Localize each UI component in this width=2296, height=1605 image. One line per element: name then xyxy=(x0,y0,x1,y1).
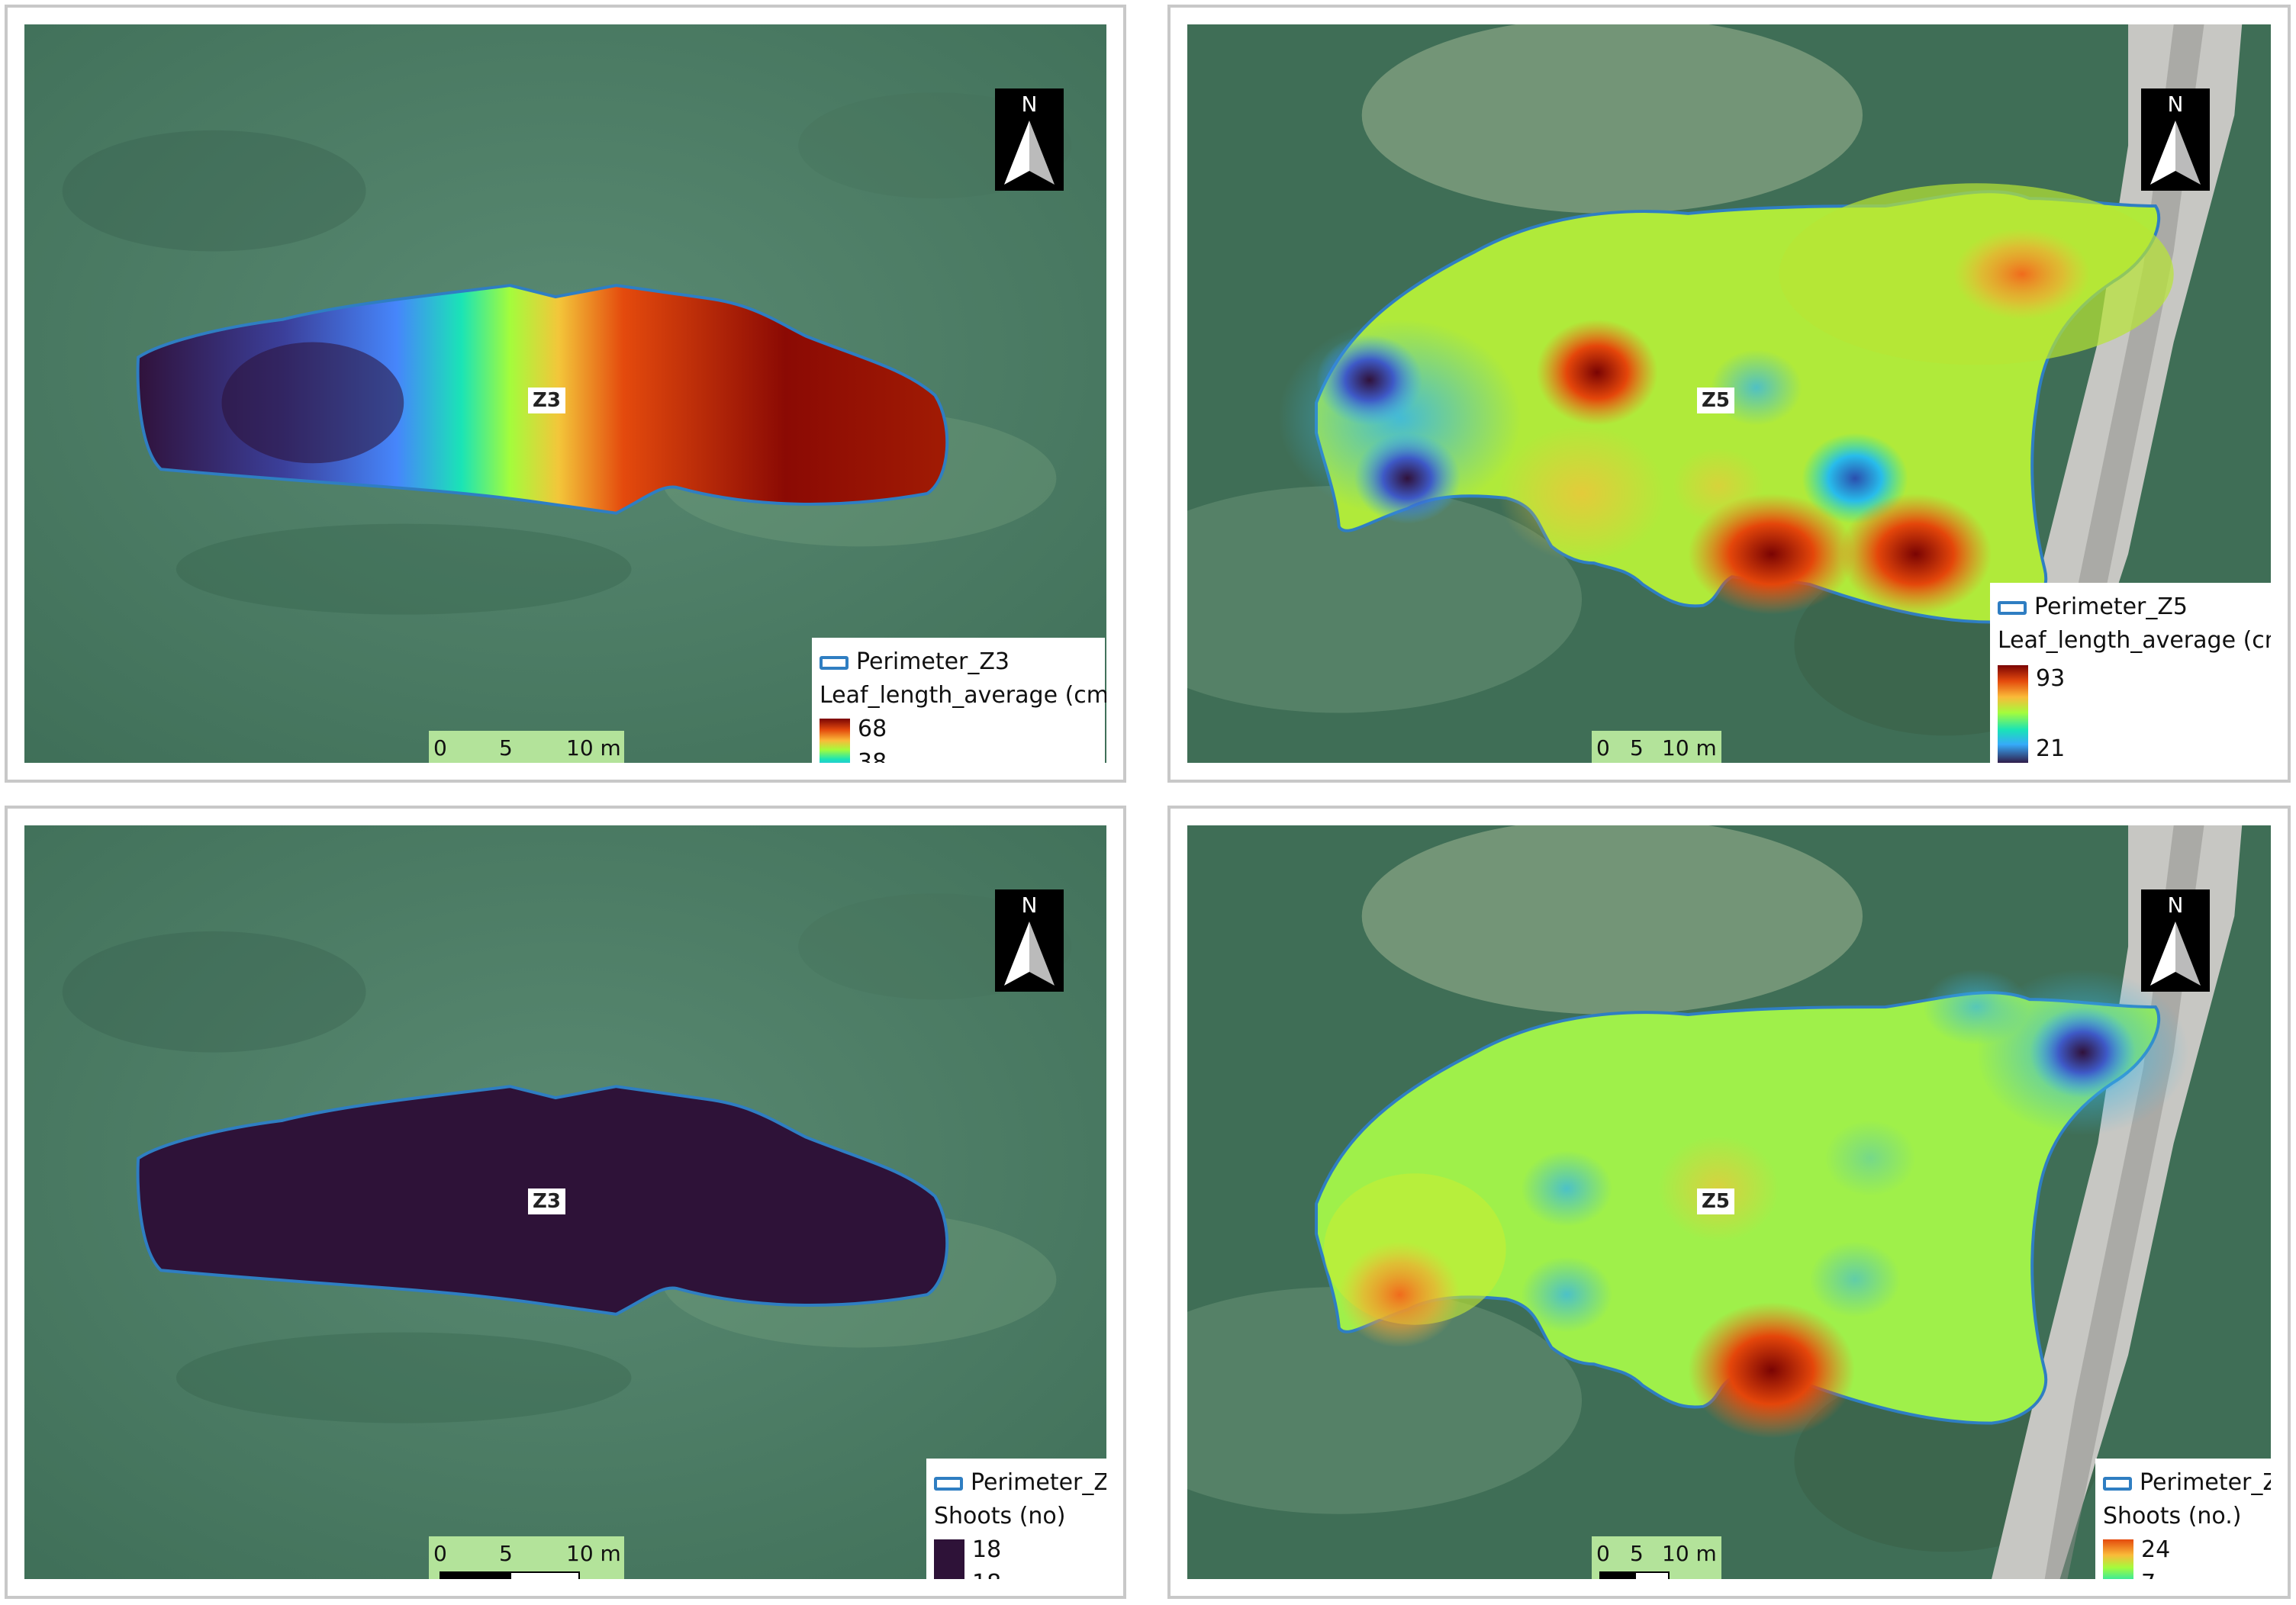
north-arrow-icon xyxy=(2150,922,2201,986)
perimeter-symbol xyxy=(934,1476,963,1491)
scale-bar: 0 5 10 m xyxy=(1592,731,1721,763)
legend-max: 18 xyxy=(972,1536,1002,1563)
legend-field-label: Shoots (no.) xyxy=(2103,1503,2242,1529)
zone-label: Z5 xyxy=(1697,1188,1734,1214)
legend-perimeter-label: Perimeter_Z5 xyxy=(2140,1469,2271,1496)
legend-min: 38 xyxy=(858,749,887,763)
color-ramp xyxy=(2103,1539,2133,1579)
legend-max: 93 xyxy=(2036,665,2066,692)
legend-min: 21 xyxy=(2036,735,2066,762)
panel-shoots-z3: Z3 N 0 5 10 m Perimeter_Z3 Shoots (no) 1… xyxy=(5,806,1126,1599)
perimeter-symbol xyxy=(820,655,849,670)
scale-tick-0: 0 xyxy=(433,735,447,761)
perimeter-symbol xyxy=(1998,600,2027,615)
panel-shoots-z5: Z5 N 0 5 10 m Perimeter_Z5 Shoots (no.) … xyxy=(1167,806,2291,1599)
legend-perimeter-label: Perimeter_Z5 xyxy=(2034,593,2188,620)
legend-field-label: Shoots (no) xyxy=(934,1503,1066,1529)
color-ramp xyxy=(934,1539,964,1579)
scale-tick-10: 10 m xyxy=(1662,735,1717,761)
zone-label: Z5 xyxy=(1697,388,1734,413)
legend: Perimeter_Z5 Shoots (no.) 24 7 xyxy=(2095,1459,2271,1579)
scale-tick-10: 10 m xyxy=(566,735,621,761)
legend-min: 7 xyxy=(2141,1570,2156,1579)
panel-leaf-length-z5: Z5 N 0 5 10 m Perimeter_Z5 Leaf_length_a… xyxy=(1167,5,2291,783)
legend-perimeter-label: Perimeter_Z3 xyxy=(856,648,1010,675)
legend-field-label: Leaf_length_average (cm) xyxy=(1998,627,2271,654)
north-arrow-icon xyxy=(2150,121,2201,185)
scale-bar: 0 5 10 m xyxy=(429,1536,624,1579)
north-arrow-icon xyxy=(1004,121,1055,185)
north-arrow: N xyxy=(2141,88,2210,191)
legend-perimeter-label: Perimeter_Z3 xyxy=(971,1469,1106,1496)
map-canvas[interactable]: Z5 N 0 5 10 m Perimeter_Z5 Leaf_length_a… xyxy=(1187,24,2271,763)
scale-tick-10: 10 m xyxy=(566,1541,621,1566)
north-arrow: N xyxy=(995,88,1064,191)
perimeter-symbol xyxy=(2103,1476,2132,1491)
legend-max: 68 xyxy=(858,716,887,742)
map-canvas[interactable]: Z5 N 0 5 10 m Perimeter_Z5 Shoots (no.) … xyxy=(1187,825,2271,1579)
zone-label: Z3 xyxy=(528,1188,565,1214)
north-arrow-icon xyxy=(1004,922,1055,986)
north-label: N xyxy=(2167,92,2184,117)
scale-tick-5: 5 xyxy=(499,1541,513,1566)
legend-min: 18 xyxy=(972,1570,1001,1579)
legend-max: 24 xyxy=(2141,1536,2171,1563)
scale-tick-0: 0 xyxy=(1596,1541,1610,1566)
scale-tick-5: 5 xyxy=(499,735,513,761)
map-canvas[interactable]: Z3 N 0 5 10 m Perimeter_Z3 Leaf_length_a… xyxy=(24,24,1106,763)
scale-tick-5: 5 xyxy=(1630,1541,1644,1566)
legend: Perimeter_Z3 Shoots (no) 18 18 xyxy=(926,1459,1106,1579)
scale-tick-0: 0 xyxy=(1596,735,1610,761)
north-arrow: N xyxy=(2141,889,2210,992)
color-ramp xyxy=(820,719,850,763)
scale-tick-10: 10 m xyxy=(1662,1541,1717,1566)
north-arrow: N xyxy=(995,889,1064,992)
north-label: N xyxy=(1021,893,1038,918)
scale-bar: 0 5 10 m xyxy=(429,731,624,763)
north-label: N xyxy=(2167,893,2184,918)
scale-tick-0: 0 xyxy=(433,1541,447,1566)
north-label: N xyxy=(1021,92,1038,117)
map-canvas[interactable]: Z3 N 0 5 10 m Perimeter_Z3 Shoots (no) 1… xyxy=(24,825,1106,1579)
aerial-image xyxy=(24,24,1106,763)
scale-bar: 0 5 10 m xyxy=(1592,1536,1721,1579)
legend: Perimeter_Z5 Leaf_length_average (cm) 93… xyxy=(1990,583,2271,763)
scale-tick-5: 5 xyxy=(1630,735,1644,761)
aerial-image xyxy=(1187,24,2271,763)
panel-leaf-length-z3: Z3 N 0 5 10 m Perimeter_Z3 Leaf_length_a… xyxy=(5,5,1126,783)
zone-label: Z3 xyxy=(528,388,565,413)
color-ramp xyxy=(1998,665,2028,763)
legend-field-label: Leaf_length_average (cm) xyxy=(820,682,1106,709)
legend: Perimeter_Z3 Leaf_length_average (cm) 68… xyxy=(812,638,1106,763)
